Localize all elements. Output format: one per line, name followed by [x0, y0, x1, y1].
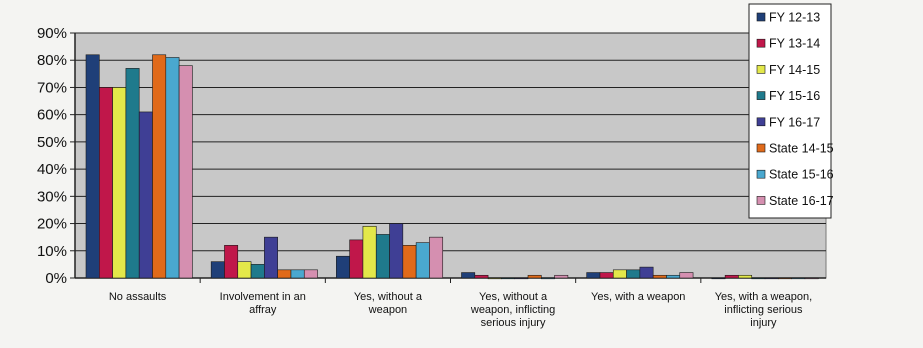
y-tick-label: 40% [37, 161, 67, 178]
bar-fy-13-14 [724, 274, 739, 279]
bar-fy-13-14 [599, 272, 614, 279]
bar-state-14-15 [652, 274, 667, 279]
bar-state-16-17 [429, 236, 444, 279]
category-label: weapon, inflicting [470, 304, 555, 316]
legend-label: State 16-17 [769, 194, 834, 208]
bar-fy-15-16 [125, 68, 140, 279]
legend-label: FY 14-15 [769, 63, 820, 77]
category-label: weapon [368, 304, 408, 316]
bar-fy-14-15 [112, 87, 127, 279]
legend-swatch [756, 143, 766, 153]
bar-state-14-15 [277, 269, 292, 279]
bar-state-14-15 [402, 245, 417, 279]
bar-fy-13-14 [474, 274, 489, 279]
legend-swatch [756, 169, 766, 179]
bar-fy-12-13 [461, 272, 476, 279]
y-tick-label: 0% [45, 270, 67, 287]
legend-label: FY 12-13 [769, 11, 820, 25]
category-label: No assaults [109, 291, 167, 303]
bar-state-15-16 [791, 277, 806, 280]
bar-fy-16-17 [389, 223, 404, 279]
bar-fy-16-17 [514, 277, 529, 280]
y-tick-label: 70% [37, 79, 67, 96]
legend-label: FY 16-17 [769, 115, 820, 129]
category-label: Yes, with a weapon [591, 291, 685, 303]
bar-state-14-15 [152, 54, 167, 279]
bar-fy-16-17 [264, 236, 278, 279]
bar-fy-14-15 [612, 269, 627, 279]
category-label: Yes, with a weapon, [715, 291, 812, 303]
category-label: injury [750, 317, 777, 329]
bar-fy-12-13 [210, 261, 225, 279]
bar-fy-14-15 [237, 261, 252, 279]
legend-label: FY 15-16 [769, 89, 820, 103]
bar-state-16-17 [178, 65, 193, 279]
y-tick-label: 50% [37, 134, 67, 151]
bar-state-15-16 [540, 277, 555, 280]
bar-state-16-17 [804, 277, 819, 280]
category-label: Involvement in an [220, 291, 306, 303]
y-tick-label: 30% [37, 188, 67, 205]
legend-swatch [756, 38, 766, 48]
legend-label: State 15-16 [769, 168, 834, 182]
bar-fy-12-13 [711, 277, 726, 280]
bar-state-16-17 [303, 269, 318, 279]
legend-swatch [756, 117, 766, 127]
bar-fy-15-16 [375, 234, 390, 279]
category-label: Yes, without a [354, 291, 423, 303]
y-tick-label: 60% [37, 107, 67, 124]
category-label: Yes, without a [479, 291, 548, 303]
plot-area [74, 32, 827, 279]
bar-fy-15-16 [626, 269, 641, 279]
bar-fy-14-15 [738, 274, 753, 279]
legend-label: FY 13-14 [769, 37, 820, 51]
bar-fy-16-17 [639, 266, 654, 279]
bar-state-14-15 [527, 274, 542, 279]
bar-state-15-16 [165, 57, 180, 279]
bar-state-16-17 [679, 272, 694, 279]
bar-state-15-16 [415, 242, 430, 279]
bar-fy-12-13 [586, 272, 601, 279]
bar-fy-16-17 [764, 277, 779, 280]
y-tick-label: 90% [37, 25, 67, 42]
bar-fy-12-13 [85, 54, 100, 279]
legend-label: State 14-15 [769, 142, 834, 156]
legend-swatch [756, 65, 766, 74]
category-label: serious injury [481, 317, 546, 329]
bar-fy-15-16 [751, 277, 766, 280]
bar-fy-13-14 [224, 245, 239, 279]
category-label: inflicting serious [724, 304, 803, 316]
bar-fy-13-14 [99, 87, 113, 279]
category-label: affray [249, 304, 277, 316]
legend-swatch [756, 12, 766, 22]
legend-swatch [756, 91, 766, 100]
bar-fy-16-17 [138, 111, 153, 279]
bar-state-16-17 [554, 274, 569, 279]
bar-fy-13-14 [349, 239, 364, 279]
bar-fy-15-16 [501, 277, 515, 280]
y-tick-label: 20% [37, 216, 67, 233]
bar-state-15-16 [290, 269, 305, 279]
bar-state-14-15 [778, 277, 792, 280]
legend-swatch [756, 196, 766, 205]
bar-fy-15-16 [250, 264, 265, 279]
bar-fy-14-15 [487, 277, 502, 280]
y-tick-label: 10% [37, 243, 67, 260]
bar-state-15-16 [666, 274, 681, 279]
bar-fy-14-15 [362, 225, 377, 279]
y-tick-label: 80% [37, 52, 67, 69]
bar-fy-12-13 [336, 255, 350, 279]
